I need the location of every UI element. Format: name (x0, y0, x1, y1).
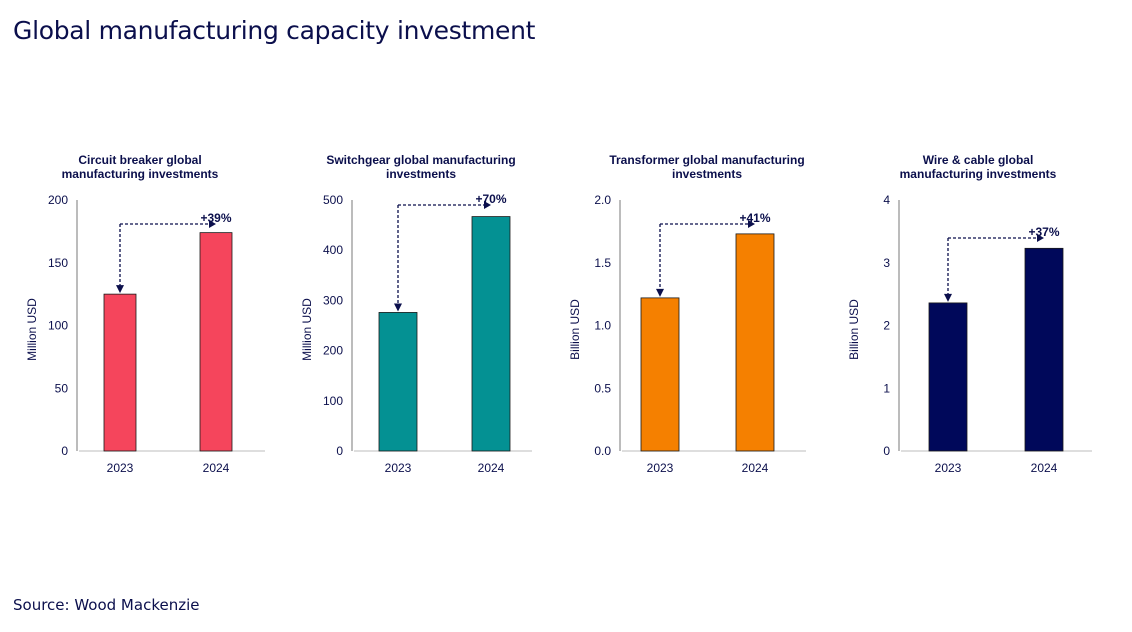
y-axis-title: Million USD (25, 298, 39, 361)
y-tick-label: 0.0 (594, 444, 611, 458)
x-tick-label: 2024 (742, 461, 769, 475)
bar-2023 (928, 302, 968, 452)
bar-2024 (735, 233, 775, 452)
arrowhead-right-icon (748, 220, 755, 228)
y-tick-label: 300 (323, 293, 343, 307)
arrowhead-right-icon (1037, 234, 1044, 242)
y-tick-label: 0 (61, 444, 68, 458)
y-tick-label: 4 (883, 193, 890, 207)
y-tick-label: 2 (883, 319, 890, 333)
source-note: Source: Wood Mackenzie (13, 596, 200, 614)
x-tick-label: 2023 (647, 461, 674, 475)
chart-circuit-breaker: Circuit breaker global manufacturing inv… (0, 150, 280, 490)
bar-2023 (378, 312, 418, 452)
growth-annotation: +70% (475, 192, 506, 206)
y-tick-label: 1.5 (594, 256, 611, 270)
chart-title-line: manufacturing investments (899, 167, 1057, 181)
y-tick-label: 1 (883, 381, 890, 395)
bar-2024 (471, 216, 511, 452)
bar-2024 (199, 232, 233, 452)
chart-wire-cable: Wire & cable global manufacturing invest… (838, 150, 1118, 490)
y-tick-label: 50 (55, 381, 69, 395)
arrowhead-right-icon (484, 201, 491, 209)
chart-plot: 0 50 100 150 200 Million USD 2023 2024 +39% (25, 193, 265, 475)
chart-plot: 0 1 2 3 4 Billion USD 2023 2024 +37% (847, 193, 1092, 475)
chart-title-line: Transformer global manufacturing (609, 153, 805, 167)
arrowhead-down-icon (944, 293, 952, 302)
growth-annotation: +39% (200, 211, 231, 225)
y-tick-label: 500 (323, 193, 343, 207)
x-tick-label: 2024 (1031, 461, 1058, 475)
chart-switchgear: Switchgear global manufacturing investme… (281, 150, 561, 490)
arrowhead-right-icon (209, 220, 216, 228)
growth-annotation: +37% (1028, 225, 1059, 239)
page-title: Global manufacturing capacity investment (13, 16, 536, 45)
y-tick-label: 150 (48, 256, 68, 270)
chart-plot: 0 100 200 300 400 500 Million USD 2023 2024 +70% (300, 192, 532, 475)
chart-plot: 0.0 0.5 1.0 1.5 2.0 Billion USD 2023 2024 +41% (568, 193, 806, 475)
y-tick-label: 200 (48, 193, 68, 207)
x-tick-label: 2024 (203, 461, 230, 475)
bar-2023 (640, 297, 680, 452)
x-tick-label: 2024 (478, 461, 505, 475)
chart-title-line: investments (671, 167, 743, 181)
y-tick-label: 2.0 (594, 193, 611, 207)
chart-title: Circuit breaker global manufacturing inv… (0, 153, 280, 181)
y-tick-label: 400 (323, 243, 343, 257)
y-tick-label: 0.5 (594, 381, 611, 395)
y-axis-title: Billion USD (568, 299, 582, 360)
y-tick-label: 3 (883, 256, 890, 270)
chart-title-line: manufacturing investments (61, 167, 219, 181)
chart-title-line: Circuit breaker global (78, 153, 202, 167)
x-tick-label: 2023 (385, 461, 412, 475)
y-tick-label: 100 (323, 394, 343, 408)
y-axis-title: Million USD (300, 298, 314, 361)
bar-2024 (1024, 247, 1064, 452)
y-tick-label: 0 (336, 444, 343, 458)
chart-title-line: Switchgear global manufacturing (326, 153, 516, 167)
y-tick-label: 1.0 (594, 319, 611, 333)
arrowhead-down-icon (394, 303, 402, 312)
x-tick-label: 2023 (935, 461, 962, 475)
chart-title: Switchgear global manufacturing investme… (281, 153, 561, 181)
bar-2023 (103, 293, 137, 452)
y-tick-label: 200 (323, 344, 343, 358)
chart-title: Transformer global manufacturing investm… (567, 153, 847, 181)
growth-annotation: +41% (739, 211, 770, 225)
chart-title-line: investments (385, 167, 457, 181)
y-tick-label: 100 (48, 319, 68, 333)
y-axis-title: Billion USD (847, 299, 861, 360)
chart-transformer: Transformer global manufacturing investm… (567, 150, 847, 490)
chart-title: Wire & cable global manufacturing invest… (838, 153, 1118, 181)
chart-title-line: Wire & cable global (922, 153, 1034, 167)
arrowhead-down-icon (656, 288, 664, 297)
arrowhead-down-icon (116, 285, 124, 294)
x-tick-label: 2023 (107, 461, 134, 475)
y-tick-label: 0 (883, 444, 890, 458)
